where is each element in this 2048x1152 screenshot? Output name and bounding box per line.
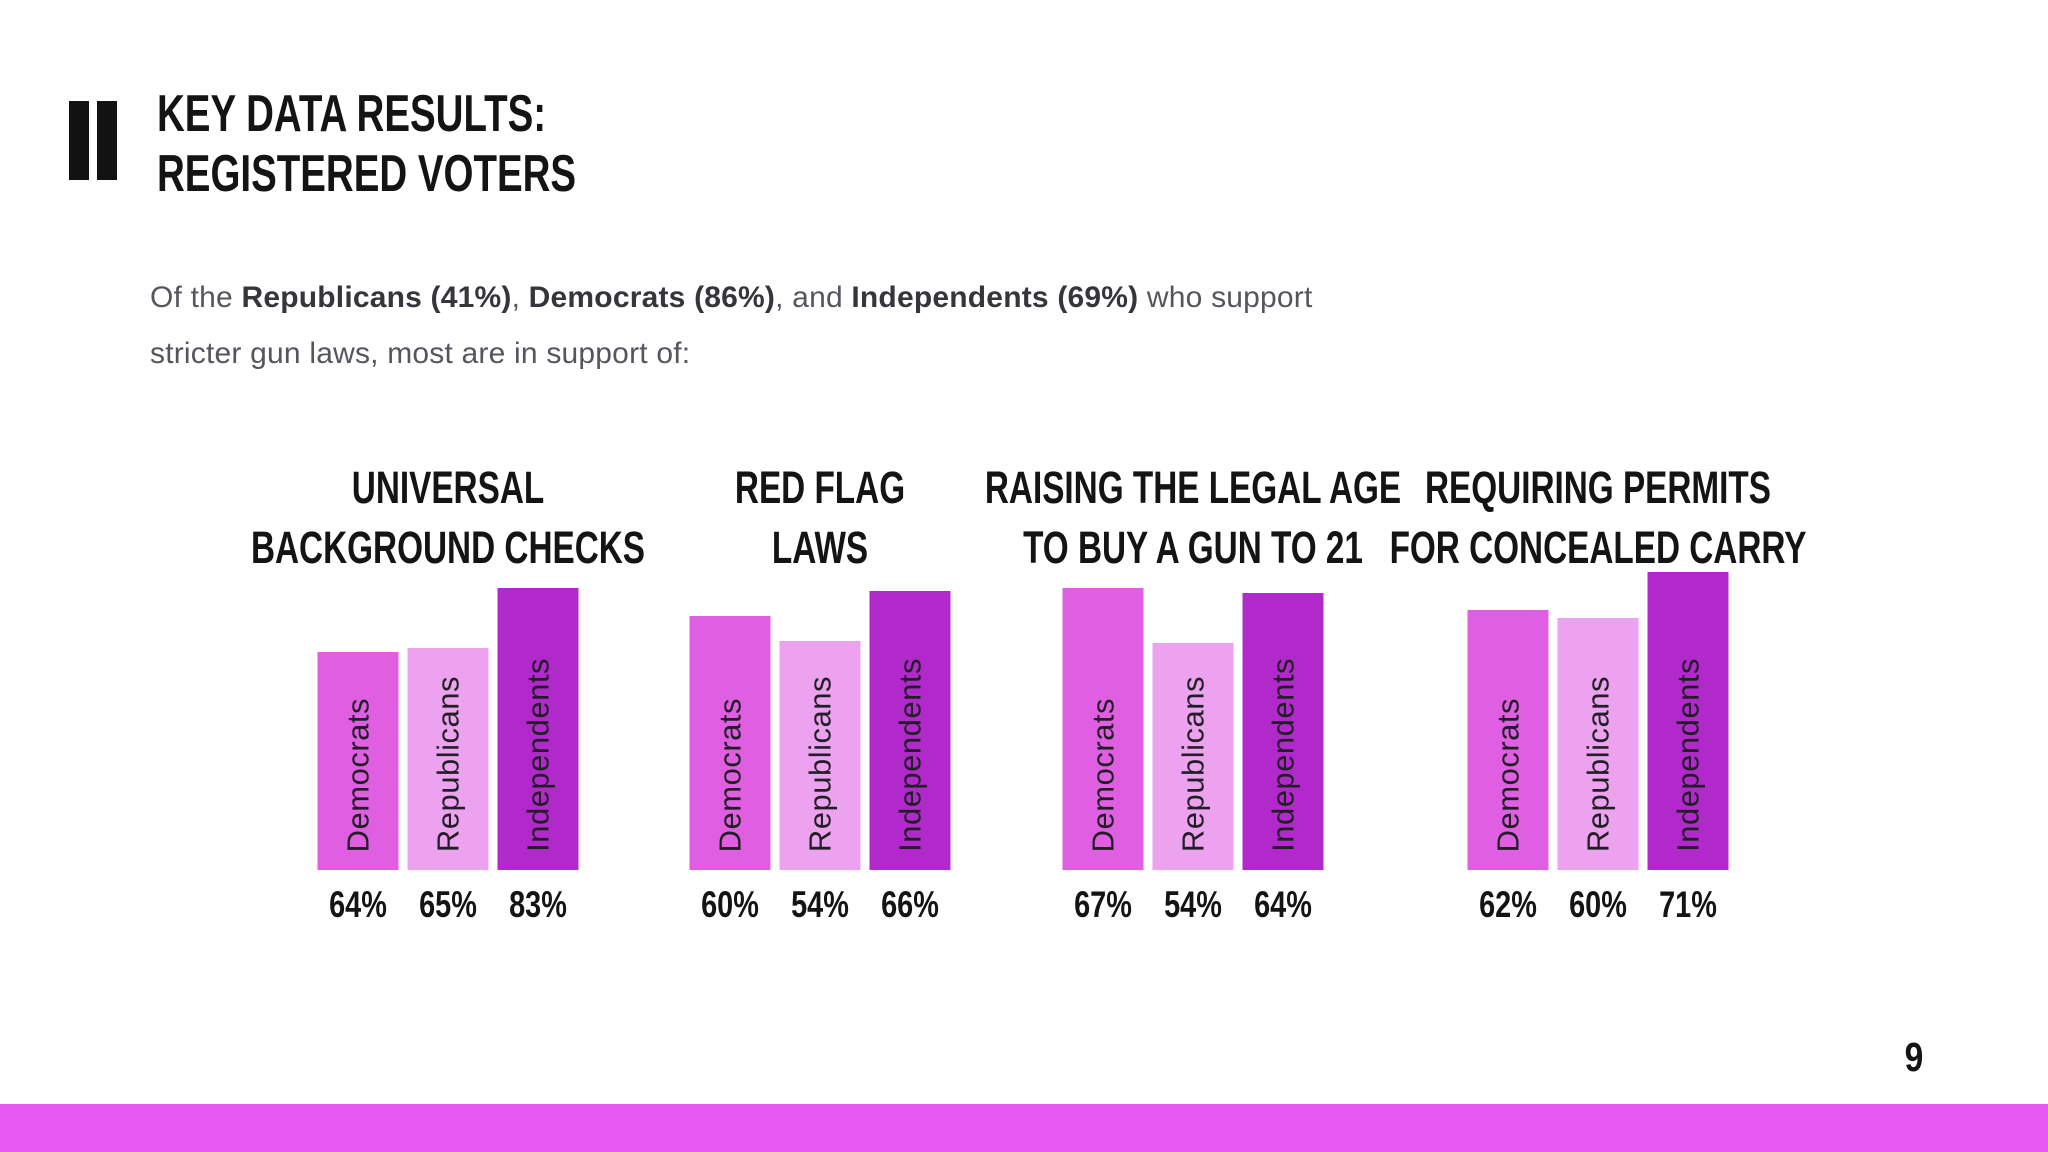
chart-title: REQUIRING PERMITS FOR CONCEALED CARRY [1376, 458, 1820, 578]
bar-republicans: Republicans [1557, 618, 1639, 870]
bar-independents: Independents [497, 588, 579, 870]
value-label: 54% [1164, 884, 1222, 925]
bar-democrats: Democrats [317, 652, 399, 870]
chart-title: UNIVERSAL BACKGROUND CHECKS [226, 458, 670, 578]
value-label: 54% [791, 884, 849, 925]
bar-category-label: Republicans [1580, 675, 1615, 852]
bar-independents: Independents [869, 591, 951, 870]
chart-concealed-carry-permits: REQUIRING PERMITS FOR CONCEALED CARRY Demo… [1390, 440, 1807, 936]
slide-title: KEY DATA RESULTS: REGISTERED VOTERS [157, 84, 576, 204]
bar-republicans: Republicans [1152, 643, 1234, 870]
bars-group: Democrats Republicans Independents [689, 591, 951, 870]
chart-title-line: BACKGROUND CHECKS [250, 522, 646, 573]
bar-democrats: Democrats [689, 616, 771, 870]
bar-independents: Independents [1647, 572, 1729, 870]
value-label: 64% [329, 884, 387, 925]
chart-title-line: LAWS [771, 522, 869, 573]
logo-bar-icon [69, 101, 89, 180]
chart-title-line: TO BUY A GUN TO 21 [1023, 522, 1363, 573]
bar-category-label: Democrats [1490, 697, 1525, 852]
bar-category-label: Republicans [802, 675, 837, 852]
intro-text-segment: who support stricter gun laws, most are … [150, 281, 1313, 370]
slide-title-line-1: KEY DATA RESULTS: [157, 85, 547, 143]
value-label: 60% [701, 884, 759, 925]
intro-text-segment: Of the [150, 281, 242, 314]
bar-category-label: Independents [520, 658, 555, 852]
value-labels-row: 64% 65% 83% [318, 884, 579, 926]
bar-category-label: Democrats [712, 697, 747, 852]
slide-title-line-2: REGISTERED VOTERS [157, 145, 577, 203]
bar-category-label: Republicans [1175, 675, 1210, 852]
chart-red-flag-laws: RED FLAG LAWS Democrats Republicans Independ… [640, 440, 1000, 936]
chart-title-line: FOR CONCEALED CARRY [1389, 522, 1807, 573]
intro-highlight: Republicans (41%) [241, 281, 512, 314]
value-labels-row: 62% 60% 71% [1468, 884, 1729, 926]
page-number: 9 [1904, 1034, 1924, 1080]
bar-category-label: Independents [1670, 658, 1705, 852]
intro-text-segment: , [511, 281, 529, 314]
value-labels-row: 67% 54% 64% [1063, 884, 1324, 926]
intro-highlight: Independents (69%) [851, 281, 1139, 314]
bar-democrats: Democrats [1062, 588, 1144, 870]
bar-category-label: Independents [892, 658, 927, 852]
value-label: 64% [1254, 884, 1312, 925]
chart-title: RED FLAG LAWS [598, 458, 1042, 578]
bars-group: Democrats Republicans Independents [1062, 588, 1324, 870]
value-label: 67% [1074, 884, 1132, 925]
bar-independents: Independents [1242, 593, 1324, 870]
chart-title-line: RAISING THE LEGAL AGE [984, 462, 1402, 513]
bars-group: Democrats Republicans Independents [317, 588, 579, 870]
bar-republicans: Republicans [407, 648, 489, 870]
value-labels-row: 60% 54% 66% [690, 884, 951, 926]
value-label: 71% [1659, 884, 1717, 925]
chart-title-line: RED FLAG [734, 462, 906, 513]
chart-title: RAISING THE LEGAL AGE TO BUY A GUN TO 21 [971, 458, 1415, 578]
intro-paragraph: Of the Republicans (41%), Democrats (86%… [150, 270, 1400, 382]
bar-republicans: Republicans [779, 641, 861, 870]
value-label: 83% [509, 884, 567, 925]
bar-category-label: Independents [1265, 658, 1300, 852]
intro-text-segment: , and [775, 281, 852, 314]
chart-title-line: REQUIRING PERMITS [1425, 462, 1771, 513]
intro-highlight: Democrats (86%) [528, 281, 776, 314]
bar-category-label: Democrats [1085, 697, 1120, 852]
chart-raising-legal-age: RAISING THE LEGAL AGE TO BUY A GUN TO 21 D… [985, 440, 1401, 936]
chart-universal-background-checks: UNIVERSAL BACKGROUND CHECKS Democrats Repub… [251, 440, 645, 936]
value-label: 66% [881, 884, 939, 925]
footer-accent-bar [0, 1104, 2048, 1152]
logo-pause-bars [69, 101, 117, 180]
value-label: 62% [1479, 884, 1537, 925]
value-label: 65% [419, 884, 477, 925]
logo-bar-icon [97, 101, 117, 180]
bar-category-label: Republicans [430, 675, 465, 852]
bars-group: Democrats Republicans Independents [1467, 572, 1729, 870]
chart-title-line: UNIVERSAL [351, 462, 545, 513]
bar-category-label: Democrats [340, 697, 375, 852]
bar-democrats: Democrats [1467, 610, 1549, 870]
value-label: 60% [1569, 884, 1627, 925]
